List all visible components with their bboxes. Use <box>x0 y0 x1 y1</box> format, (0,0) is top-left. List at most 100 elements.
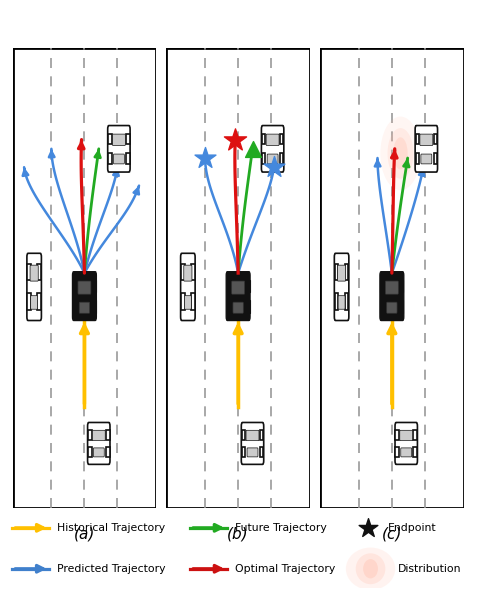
Bar <box>27 293 31 310</box>
Bar <box>396 430 399 440</box>
FancyBboxPatch shape <box>387 302 397 313</box>
FancyBboxPatch shape <box>112 134 125 146</box>
Bar <box>191 264 195 280</box>
Ellipse shape <box>363 559 378 579</box>
FancyBboxPatch shape <box>395 422 417 465</box>
Text: Endpoint: Endpoint <box>388 523 436 533</box>
Bar <box>433 153 437 164</box>
FancyBboxPatch shape <box>338 296 345 309</box>
Text: (a): (a) <box>74 526 95 541</box>
FancyBboxPatch shape <box>27 253 41 321</box>
FancyBboxPatch shape <box>31 296 38 309</box>
FancyBboxPatch shape <box>241 422 264 465</box>
Bar <box>262 134 266 144</box>
FancyBboxPatch shape <box>232 281 244 294</box>
Bar <box>37 293 41 310</box>
FancyBboxPatch shape <box>30 265 38 281</box>
Ellipse shape <box>388 128 413 179</box>
FancyBboxPatch shape <box>93 448 104 457</box>
Bar <box>126 153 130 164</box>
Bar <box>396 447 399 457</box>
Bar <box>280 134 283 144</box>
FancyBboxPatch shape <box>78 281 91 294</box>
Text: Future Trajectory: Future Trajectory <box>235 523 327 533</box>
FancyBboxPatch shape <box>180 253 195 321</box>
Ellipse shape <box>346 548 395 590</box>
Bar <box>380 280 384 292</box>
Bar <box>242 447 245 457</box>
FancyBboxPatch shape <box>184 265 192 281</box>
Bar <box>413 447 417 457</box>
Bar <box>92 300 96 312</box>
Point <box>231 135 239 144</box>
Bar <box>400 280 404 292</box>
FancyBboxPatch shape <box>267 154 278 164</box>
FancyBboxPatch shape <box>400 430 413 441</box>
Bar <box>242 430 245 440</box>
Bar <box>260 447 263 457</box>
FancyBboxPatch shape <box>266 134 279 146</box>
Text: (b): (b) <box>227 526 249 541</box>
FancyBboxPatch shape <box>113 154 124 164</box>
Bar <box>106 430 109 440</box>
FancyBboxPatch shape <box>247 448 258 457</box>
FancyBboxPatch shape <box>386 281 398 294</box>
FancyBboxPatch shape <box>262 125 284 172</box>
Bar <box>27 264 31 280</box>
Bar <box>246 280 250 292</box>
FancyBboxPatch shape <box>92 430 105 441</box>
Bar <box>335 264 338 280</box>
Bar <box>226 280 230 292</box>
Ellipse shape <box>393 137 408 169</box>
Bar <box>73 280 77 292</box>
Bar <box>181 293 184 310</box>
Text: Optimal Trajectory: Optimal Trajectory <box>235 564 335 574</box>
Bar <box>380 300 384 312</box>
FancyBboxPatch shape <box>338 265 346 281</box>
Bar <box>88 447 92 457</box>
Bar <box>108 134 112 144</box>
Text: Historical Trajectory: Historical Trajectory <box>57 523 165 533</box>
FancyBboxPatch shape <box>79 302 90 313</box>
Bar <box>345 293 348 310</box>
FancyBboxPatch shape <box>415 125 437 172</box>
Bar <box>335 293 338 310</box>
Bar <box>226 300 230 312</box>
Bar <box>413 430 417 440</box>
Ellipse shape <box>356 554 386 584</box>
Bar <box>126 134 130 144</box>
Text: (c): (c) <box>382 526 402 541</box>
Bar <box>416 134 419 144</box>
Bar <box>191 293 195 310</box>
Bar <box>280 153 283 164</box>
Bar <box>92 280 96 292</box>
Bar <box>246 300 250 312</box>
Bar <box>433 134 437 144</box>
Bar <box>88 430 92 440</box>
FancyBboxPatch shape <box>233 302 243 313</box>
Point <box>248 144 257 153</box>
Bar <box>345 264 348 280</box>
Point <box>270 163 278 172</box>
FancyBboxPatch shape <box>226 271 250 321</box>
FancyBboxPatch shape <box>421 154 432 164</box>
Bar <box>262 153 266 164</box>
Ellipse shape <box>381 116 420 190</box>
Bar <box>37 264 41 280</box>
FancyBboxPatch shape <box>420 134 433 146</box>
Text: Predicted Trajectory: Predicted Trajectory <box>57 564 165 574</box>
Bar <box>181 264 184 280</box>
Bar <box>73 300 77 312</box>
Bar <box>108 153 112 164</box>
Bar <box>416 153 419 164</box>
FancyBboxPatch shape <box>401 448 412 457</box>
FancyBboxPatch shape <box>334 253 349 321</box>
FancyBboxPatch shape <box>246 430 259 441</box>
Bar <box>400 300 404 312</box>
FancyBboxPatch shape <box>108 125 130 172</box>
Bar <box>260 430 263 440</box>
Bar <box>106 447 109 457</box>
FancyBboxPatch shape <box>88 422 110 465</box>
Text: Distribution: Distribution <box>398 564 461 574</box>
FancyBboxPatch shape <box>380 271 404 321</box>
